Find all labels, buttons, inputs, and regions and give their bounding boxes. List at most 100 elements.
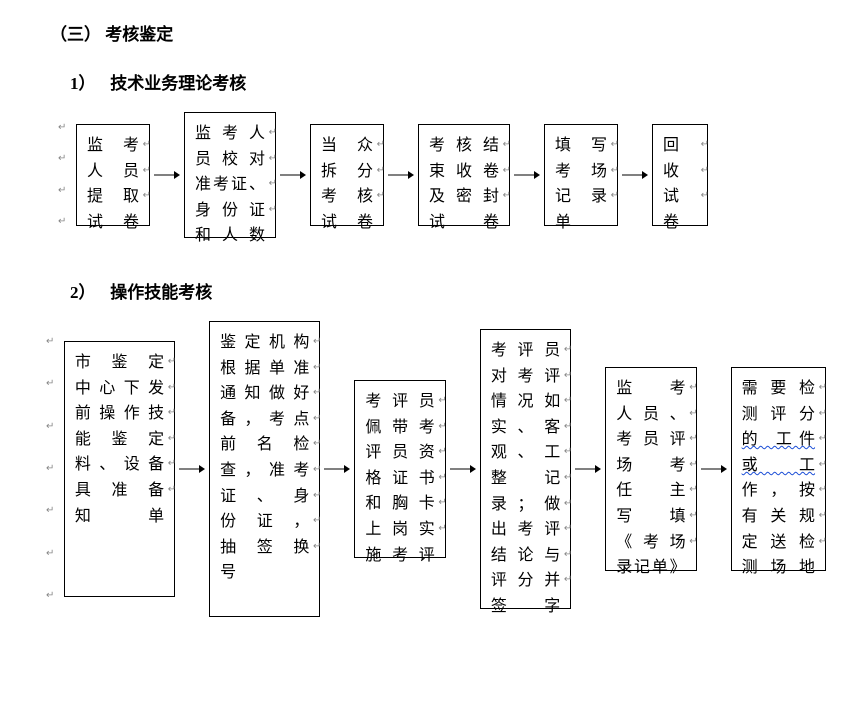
box-line: 整 记 xyxy=(491,466,560,492)
box-line: 提 取 xyxy=(87,184,139,210)
box-line: 束收卷 xyxy=(429,159,499,185)
flow-box: 考评员 对考评 情况如 实、客 观、工 整 记 录；做 出考评 结论与 评分并 … xyxy=(480,329,571,609)
doc-markers: ↵↵↵↵↵↵↵ xyxy=(46,321,60,617)
flow-box: 监 考 人员、 考员评 场 考 任 主 写 填 《考场 录记单》 xyxy=(605,367,696,571)
box-line: 能 鉴 定 xyxy=(75,427,164,453)
box-line: 具 准 备 xyxy=(75,478,164,504)
box-line: 监考人 xyxy=(195,121,265,147)
arrow-right-icon xyxy=(701,463,727,475)
box-line: 知单 xyxy=(75,504,164,530)
arrow-right-icon xyxy=(575,463,601,475)
box-line: 测场地 xyxy=(742,555,815,581)
box-line: 查，准考 xyxy=(220,458,309,484)
box-line: 根据单准 xyxy=(220,356,309,382)
box-line: 实、客 xyxy=(491,415,560,441)
box-line: 身份证 xyxy=(195,198,265,224)
box-line: 和胸卡 xyxy=(365,491,434,517)
box-line: 员校对 xyxy=(195,147,265,173)
box-line: 出考评 xyxy=(491,517,560,543)
box-line: 料、设备 xyxy=(75,452,164,478)
box-line: 任 主 xyxy=(616,478,685,504)
part2-num: 2） xyxy=(70,278,106,303)
flow-box: 考评员 佩带考 评员资 格证书 和胸卡 上 岗 实 施考评 xyxy=(354,380,445,558)
box-line: 结论与 xyxy=(491,543,560,569)
arrow-right-icon xyxy=(450,463,476,475)
box-line: 及密封 xyxy=(429,184,499,210)
doc-markers: ↵↵↵↵ xyxy=(58,112,72,238)
box-line: 情况如 xyxy=(491,389,560,415)
box-line: 人员、 xyxy=(616,402,685,428)
flow-box: 当 众 拆 分 考 核 试卷 xyxy=(310,124,384,226)
box-line: 《考场 xyxy=(616,530,685,556)
box-line: 考 场 xyxy=(555,159,607,185)
box-line: 证 、 身 xyxy=(220,484,309,510)
box-line: 评员资 xyxy=(365,440,434,466)
box-line: 试卷 xyxy=(87,210,139,236)
box-line: 收 xyxy=(663,159,697,185)
box-line: 的 工件 xyxy=(742,427,815,453)
box-line: 考员评 xyxy=(616,427,685,453)
box-line: 测评分 xyxy=(742,402,815,428)
box-line: 有关规 xyxy=(742,504,815,530)
box-line: 上 岗 实 xyxy=(365,517,434,543)
box-line: 前操作技 xyxy=(75,401,164,427)
flow-box: 回 收 试 卷 xyxy=(652,124,708,226)
section-heading: （三） 考核鉴定 xyxy=(30,20,826,45)
flow-row-2: ↵↵↵↵↵↵↵ 市 鉴 定 中心下发 前操作技 能 鉴 定 料、设备 具 准 备… xyxy=(30,321,826,617)
box-line: 记 录 xyxy=(555,184,607,210)
box-line: 拆 分 xyxy=(321,159,373,185)
box-line: 试 xyxy=(663,184,697,210)
box-line: 人 员 xyxy=(87,159,139,185)
box-line: 作，按 xyxy=(742,478,815,504)
flow-box: 鉴定机构 根据单准 通知做好 备，考点 前 名 检 查，准考 证 、 身 份 证… xyxy=(209,321,320,617)
box-line: 录记单》 xyxy=(616,555,685,581)
box-line: 考评员 xyxy=(365,389,434,415)
box-line: 准考证、 xyxy=(195,172,265,198)
box-line: 卷 xyxy=(663,210,697,236)
part1-num: 1） xyxy=(70,69,106,94)
flow-box: 需要检 测评分 的 工件 或 工 作，按 有关规 定送检 测场地 xyxy=(731,367,826,571)
flow-box: 考核结 束收卷 及密封 试卷 xyxy=(418,124,510,226)
box-line: 鉴定机构 xyxy=(220,330,309,356)
arrow-right-icon xyxy=(324,463,350,475)
box-line: 签字 xyxy=(491,594,560,620)
box-line: 单 xyxy=(555,210,607,236)
box-line: 试卷 xyxy=(429,210,499,236)
box-line: 场 考 xyxy=(616,453,685,479)
box-line: 填 写 xyxy=(555,133,607,159)
box-line: 录；做 xyxy=(491,492,560,518)
flow-box: 市 鉴 定 中心下发 前操作技 能 鉴 定 料、设备 具 准 备 知单 xyxy=(64,341,175,597)
box-line: 评分并 xyxy=(491,568,560,594)
box-line: 对考评 xyxy=(491,364,560,390)
box-line: 或 工 xyxy=(742,453,815,479)
arrow-right-icon xyxy=(154,169,180,181)
box-line: 份 证 ， xyxy=(220,509,309,535)
box-line: 监 考 xyxy=(616,376,685,402)
box-line: 中心下发 xyxy=(75,376,164,402)
box-line: 备，考点 xyxy=(220,407,309,433)
box-line: 市 鉴 定 xyxy=(75,350,164,376)
box-line: 号 xyxy=(220,560,309,586)
part1-title: 技术业务理论考核 xyxy=(110,74,246,93)
box-line: 写 填 xyxy=(616,504,685,530)
arrow-right-icon xyxy=(622,169,648,181)
flow-box: 填 写 考 场 记 录 单 xyxy=(544,124,618,226)
arrow-right-icon xyxy=(514,169,540,181)
box-line: 通知做好 xyxy=(220,381,309,407)
arrow-right-icon xyxy=(280,169,306,181)
box-line: 监 考 xyxy=(87,133,139,159)
box-line: 观、工 xyxy=(491,440,560,466)
box-line: 佩带考 xyxy=(365,415,434,441)
box-line: 考 核 xyxy=(321,184,373,210)
box-line: 和人数 xyxy=(195,223,265,249)
box-line: 回 xyxy=(663,133,697,159)
flow-box: 监考人 员校对 准考证、 身份证 和人数 xyxy=(184,112,276,238)
box-line: 前 名 检 xyxy=(220,432,309,458)
flow-row-1: ↵↵↵↵ 监 考 人 员 提 取 试卷 监考人 员校对 准考证、 身份证 和人数… xyxy=(30,112,826,238)
flow-box: 监 考 人 员 提 取 试卷 xyxy=(76,124,150,226)
box-line: 考评员 xyxy=(491,338,560,364)
box-line: 定送检 xyxy=(742,530,815,556)
box-line: 抽 签 换 xyxy=(220,535,309,561)
box-line: 试卷 xyxy=(321,210,373,236)
box-line: 需要检 xyxy=(742,376,815,402)
